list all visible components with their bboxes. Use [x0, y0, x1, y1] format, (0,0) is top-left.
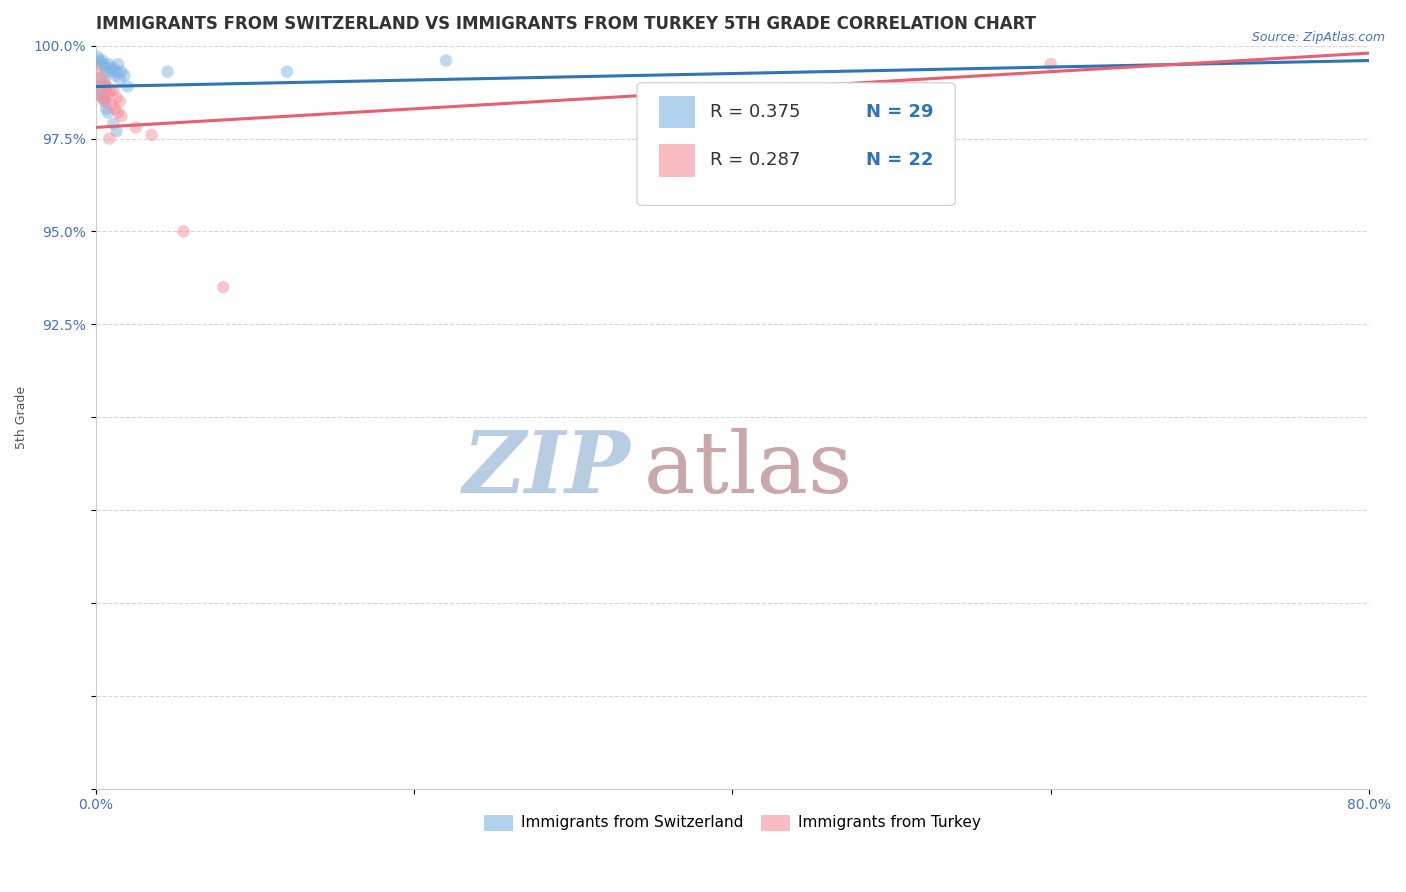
- Point: [105, 90, 128, 104]
- Point: [98, 131, 121, 145]
- Point: [276, 64, 298, 78]
- Point: [434, 54, 457, 68]
- Point: [110, 64, 132, 78]
- Text: N = 22: N = 22: [866, 151, 934, 169]
- Point: [125, 120, 148, 135]
- Point: [89, 76, 111, 90]
- Point: [91, 54, 114, 68]
- Point: [87, 87, 110, 101]
- Text: ZIP: ZIP: [463, 427, 631, 511]
- Point: [156, 64, 179, 78]
- Point: [172, 224, 194, 238]
- Y-axis label: 5th Grade: 5th Grade: [15, 385, 28, 449]
- Text: N = 29: N = 29: [866, 103, 934, 120]
- Point: [96, 79, 118, 94]
- Point: [101, 98, 124, 112]
- Point: [107, 57, 129, 71]
- Point: [93, 95, 115, 109]
- Point: [97, 105, 120, 120]
- Point: [93, 76, 115, 90]
- Bar: [658, 145, 695, 176]
- Point: [114, 69, 136, 83]
- Point: [141, 128, 163, 142]
- Point: [98, 61, 121, 75]
- Point: [97, 87, 120, 101]
- Text: atlas: atlas: [644, 427, 852, 511]
- Point: [91, 90, 114, 104]
- FancyBboxPatch shape: [637, 83, 955, 205]
- Point: [105, 124, 128, 138]
- Point: [103, 83, 125, 97]
- Point: [90, 57, 112, 71]
- Point: [90, 83, 112, 97]
- Point: [117, 79, 139, 94]
- Point: [110, 109, 132, 123]
- Text: Source: ZipAtlas.com: Source: ZipAtlas.com: [1251, 31, 1385, 45]
- Point: [1039, 57, 1062, 71]
- Point: [90, 72, 112, 87]
- Point: [103, 61, 125, 75]
- Point: [86, 50, 108, 64]
- Point: [108, 95, 131, 109]
- Point: [91, 90, 114, 104]
- Point: [104, 69, 127, 83]
- Point: [94, 61, 117, 75]
- Point: [103, 117, 125, 131]
- Text: R = 0.375: R = 0.375: [710, 103, 800, 120]
- Point: [101, 64, 124, 78]
- Point: [87, 54, 110, 68]
- Point: [105, 64, 128, 78]
- Point: [107, 105, 129, 120]
- Point: [93, 57, 115, 71]
- Point: [98, 83, 121, 97]
- Point: [96, 102, 118, 116]
- Point: [97, 57, 120, 71]
- Point: [104, 102, 127, 116]
- Bar: [658, 96, 695, 128]
- Point: [108, 72, 131, 87]
- Text: IMMIGRANTS FROM SWITZERLAND VS IMMIGRANTS FROM TURKEY 5TH GRADE CORRELATION CHAR: IMMIGRANTS FROM SWITZERLAND VS IMMIGRANT…: [96, 15, 1036, 33]
- Point: [212, 280, 235, 294]
- Point: [94, 95, 117, 109]
- Text: R = 0.287: R = 0.287: [710, 151, 800, 169]
- Legend: Immigrants from Switzerland, Immigrants from Turkey: Immigrants from Switzerland, Immigrants …: [478, 809, 987, 837]
- Point: [86, 64, 108, 78]
- Point: [96, 64, 118, 78]
